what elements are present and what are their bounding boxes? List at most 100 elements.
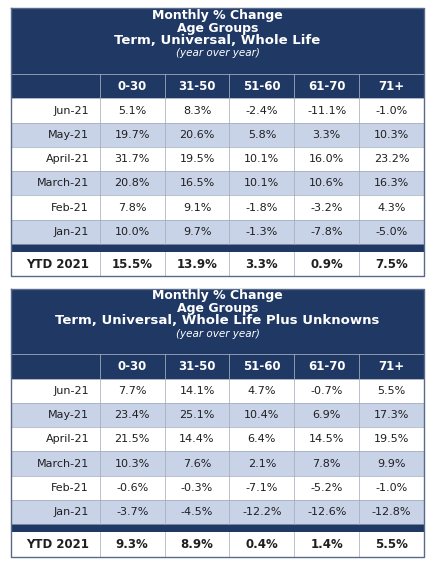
Text: 0-30: 0-30 xyxy=(117,80,146,93)
Text: 16.0%: 16.0% xyxy=(309,154,344,164)
Bar xyxy=(11,195,423,220)
Text: 9.7%: 9.7% xyxy=(182,227,211,237)
Text: -4.5%: -4.5% xyxy=(181,507,213,517)
Text: -12.8%: -12.8% xyxy=(371,507,411,517)
Text: -1.8%: -1.8% xyxy=(245,202,277,212)
Text: 14.1%: 14.1% xyxy=(179,386,214,396)
Text: 7.6%: 7.6% xyxy=(182,459,211,468)
Text: 5.1%: 5.1% xyxy=(118,106,146,116)
Bar xyxy=(11,252,423,276)
Text: -5.0%: -5.0% xyxy=(375,227,407,237)
Text: March-21: March-21 xyxy=(37,179,89,188)
Bar xyxy=(11,171,423,195)
Text: 10.4%: 10.4% xyxy=(243,410,279,420)
Text: -1.3%: -1.3% xyxy=(245,227,277,237)
Text: 19.5%: 19.5% xyxy=(179,154,214,164)
Text: 2.1%: 2.1% xyxy=(247,459,276,468)
Bar xyxy=(11,289,423,354)
Text: 3.3%: 3.3% xyxy=(245,258,278,271)
Text: 51-60: 51-60 xyxy=(243,360,280,373)
Text: -12.2%: -12.2% xyxy=(242,507,281,517)
Text: 71+: 71+ xyxy=(378,80,404,93)
Text: 3.3%: 3.3% xyxy=(312,130,340,140)
Text: 23.2%: 23.2% xyxy=(373,154,408,164)
Text: YTD 2021: YTD 2021 xyxy=(26,538,89,551)
Text: Age Groups: Age Groups xyxy=(176,21,258,34)
Text: Term, Universal, Whole Life Plus Unknowns: Term, Universal, Whole Life Plus Unknown… xyxy=(55,315,379,328)
Text: Jan-21: Jan-21 xyxy=(53,507,89,517)
Bar xyxy=(11,98,423,123)
Text: April-21: April-21 xyxy=(45,434,89,444)
Text: 61-70: 61-70 xyxy=(307,80,345,93)
Text: (year over year): (year over year) xyxy=(175,49,259,58)
Text: Feb-21: Feb-21 xyxy=(51,483,89,493)
Text: 8.9%: 8.9% xyxy=(180,538,213,551)
Text: -7.1%: -7.1% xyxy=(245,483,277,493)
Bar xyxy=(11,74,423,98)
Text: 16.5%: 16.5% xyxy=(179,179,214,188)
Text: Jun-21: Jun-21 xyxy=(53,106,89,116)
Text: Jan-21: Jan-21 xyxy=(53,227,89,237)
Bar xyxy=(11,8,423,74)
Text: 14.4%: 14.4% xyxy=(179,434,214,444)
Text: 5.5%: 5.5% xyxy=(375,538,407,551)
Bar xyxy=(11,500,423,524)
Text: 7.8%: 7.8% xyxy=(118,202,146,212)
Bar xyxy=(11,244,423,252)
Text: (year over year): (year over year) xyxy=(175,329,259,338)
Text: -0.7%: -0.7% xyxy=(310,386,342,396)
Text: 10.3%: 10.3% xyxy=(114,459,149,468)
Text: 9.1%: 9.1% xyxy=(182,202,211,212)
Text: 6.4%: 6.4% xyxy=(247,434,276,444)
Text: 7.8%: 7.8% xyxy=(312,459,340,468)
Text: 5.5%: 5.5% xyxy=(377,386,405,396)
Bar xyxy=(11,147,423,171)
Text: 61-70: 61-70 xyxy=(307,360,345,373)
Text: 5.8%: 5.8% xyxy=(247,130,276,140)
Text: 19.5%: 19.5% xyxy=(373,434,408,444)
Text: 10.0%: 10.0% xyxy=(114,227,149,237)
Text: Feb-21: Feb-21 xyxy=(51,202,89,212)
Text: 8.3%: 8.3% xyxy=(182,106,211,116)
Text: -11.1%: -11.1% xyxy=(306,106,345,116)
Text: 13.9%: 13.9% xyxy=(176,258,217,271)
Text: 31.7%: 31.7% xyxy=(114,154,149,164)
Text: 25.1%: 25.1% xyxy=(179,410,214,420)
Text: -7.8%: -7.8% xyxy=(310,227,342,237)
Bar xyxy=(11,532,423,557)
Text: 0.4%: 0.4% xyxy=(245,538,278,551)
Text: 0-30: 0-30 xyxy=(117,360,146,373)
Text: May-21: May-21 xyxy=(48,410,89,420)
Text: Age Groups: Age Groups xyxy=(176,302,258,315)
Text: Monthly % Change: Monthly % Change xyxy=(152,289,282,302)
Text: 9.9%: 9.9% xyxy=(377,459,405,468)
Text: 17.3%: 17.3% xyxy=(373,410,408,420)
Text: YTD 2021: YTD 2021 xyxy=(26,258,89,271)
Text: 1.4%: 1.4% xyxy=(310,538,342,551)
Bar xyxy=(11,220,423,244)
Text: -5.2%: -5.2% xyxy=(310,483,342,493)
Text: 23.4%: 23.4% xyxy=(114,410,150,420)
Text: 15.5%: 15.5% xyxy=(112,258,152,271)
Text: March-21: March-21 xyxy=(37,459,89,468)
Text: 10.6%: 10.6% xyxy=(309,179,344,188)
Text: -0.6%: -0.6% xyxy=(116,483,148,493)
Text: 4.3%: 4.3% xyxy=(377,202,405,212)
Text: Monthly % Change: Monthly % Change xyxy=(152,9,282,22)
Text: 7.5%: 7.5% xyxy=(375,258,407,271)
Text: May-21: May-21 xyxy=(48,130,89,140)
Text: 10.1%: 10.1% xyxy=(244,179,279,188)
Text: Jun-21: Jun-21 xyxy=(53,386,89,396)
Text: -12.6%: -12.6% xyxy=(306,507,346,517)
Text: 4.7%: 4.7% xyxy=(247,386,276,396)
Bar xyxy=(11,427,423,451)
Text: -1.0%: -1.0% xyxy=(375,106,407,116)
Text: Term, Universal, Whole Life: Term, Universal, Whole Life xyxy=(114,34,320,47)
Text: -2.4%: -2.4% xyxy=(245,106,277,116)
Text: 31-50: 31-50 xyxy=(178,80,215,93)
Text: 16.3%: 16.3% xyxy=(373,179,408,188)
Text: 20.8%: 20.8% xyxy=(114,179,150,188)
Bar xyxy=(11,403,423,427)
Bar xyxy=(11,354,423,379)
Text: -3.2%: -3.2% xyxy=(310,202,342,212)
